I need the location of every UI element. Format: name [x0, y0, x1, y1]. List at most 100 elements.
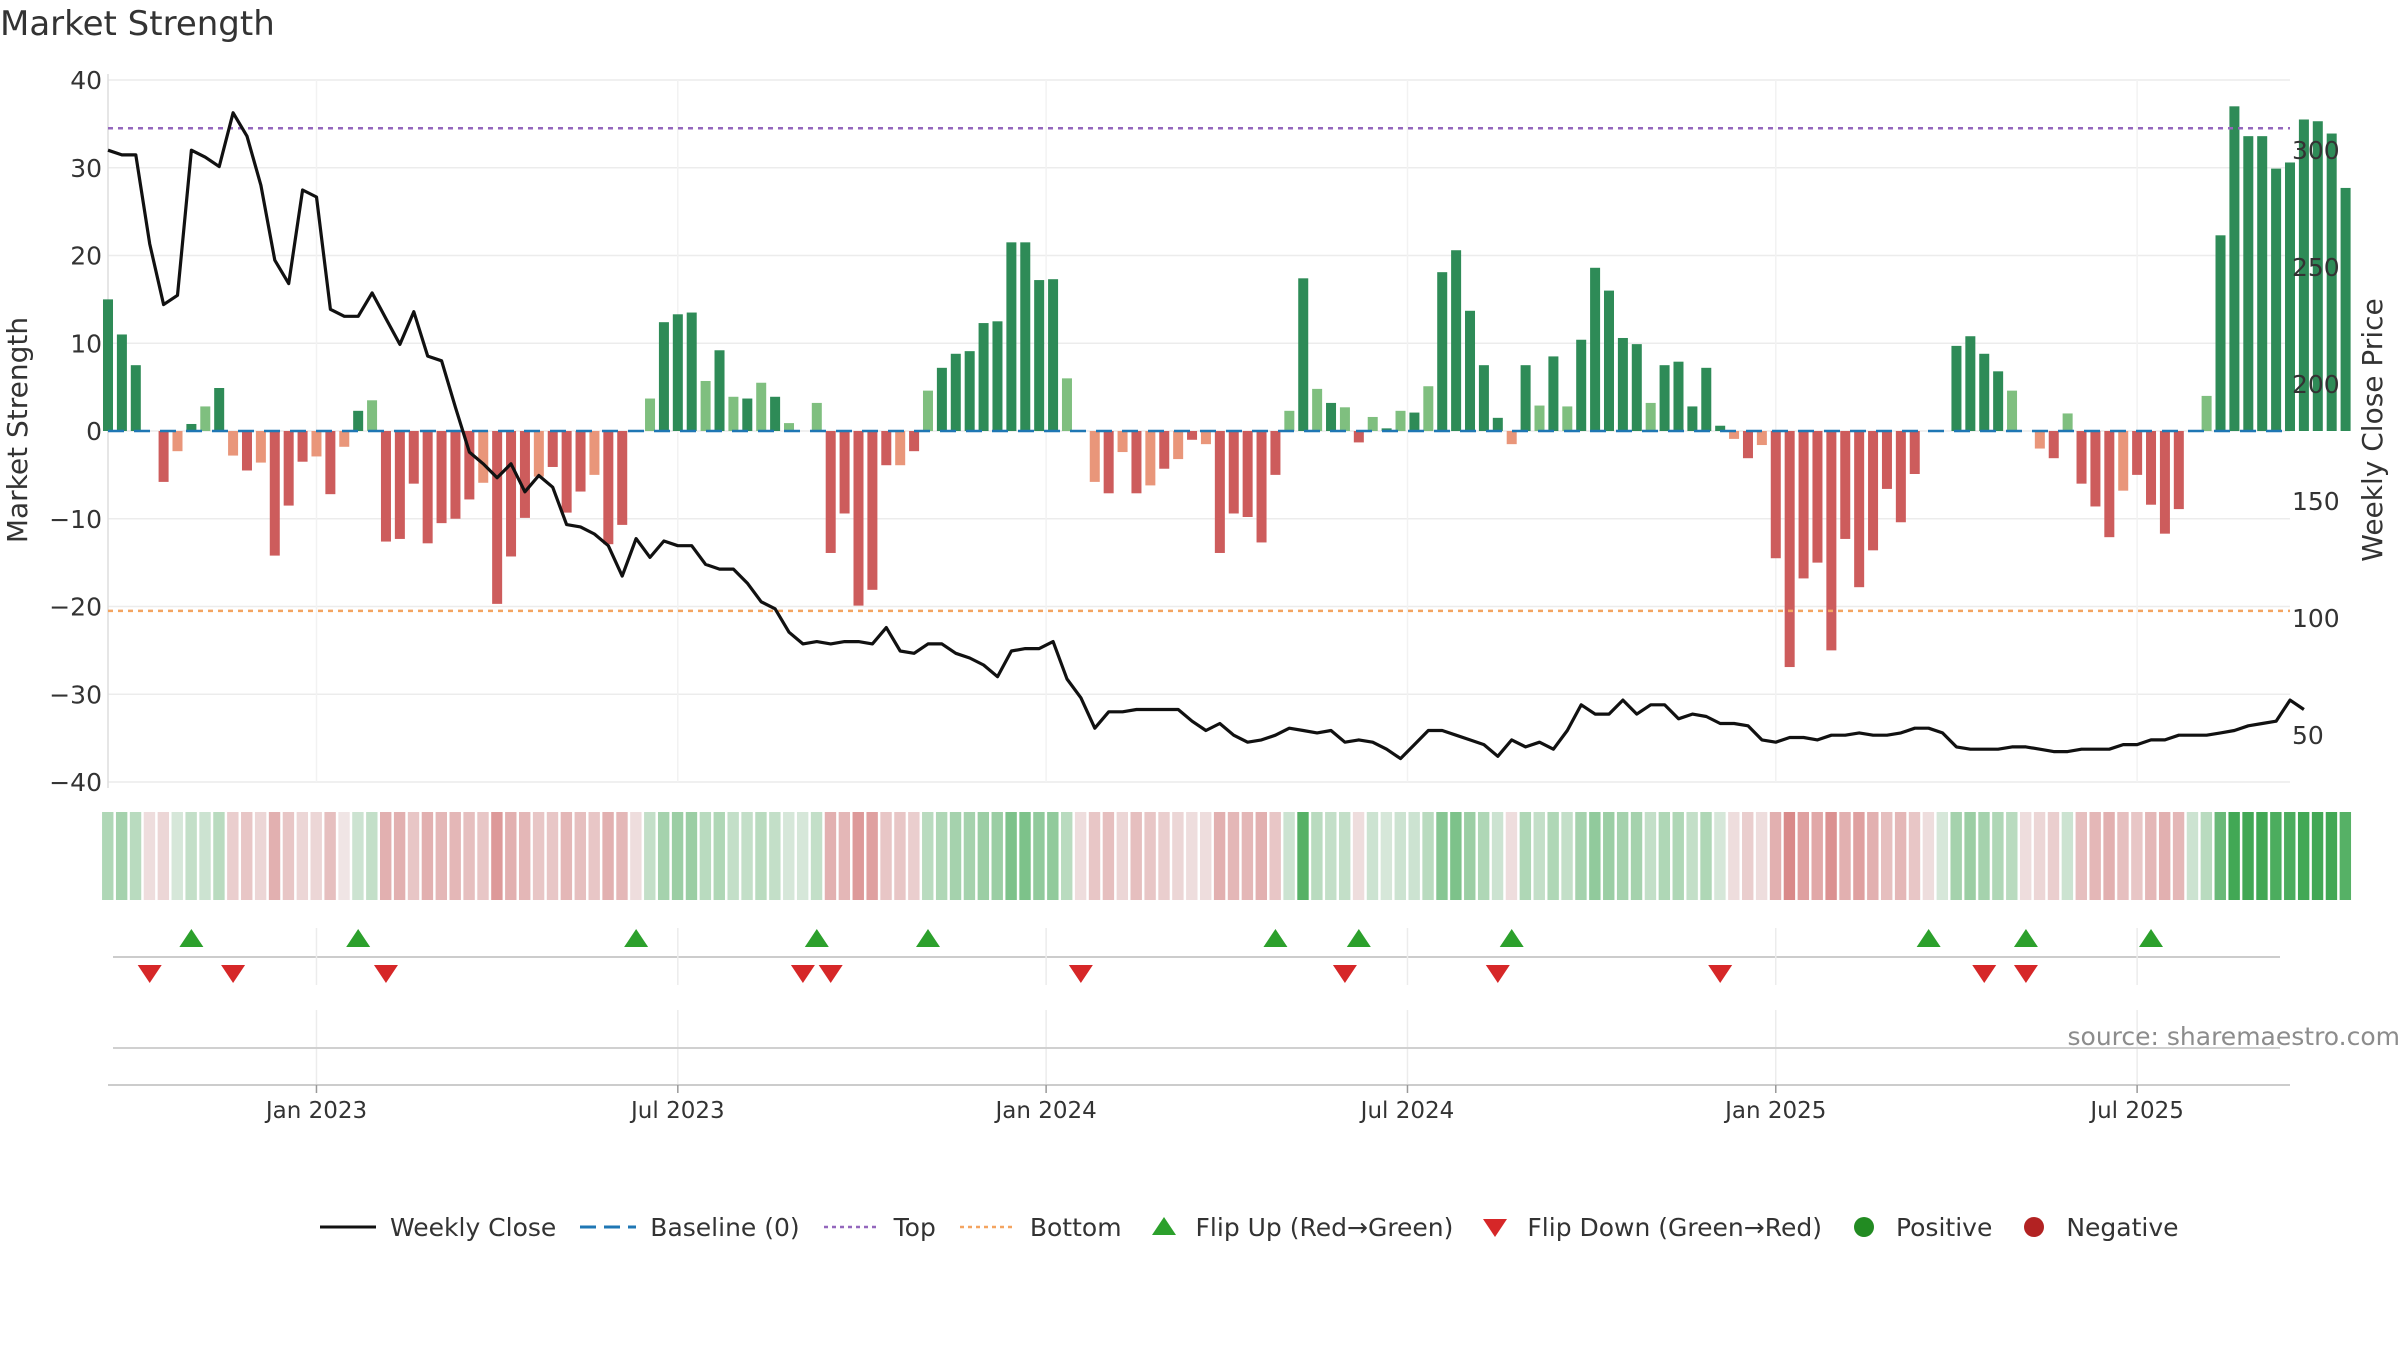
strength-bar	[2312, 121, 2323, 432]
strength-bar	[200, 406, 211, 431]
strength-bar	[1256, 431, 1267, 543]
flip-down-marker	[1972, 965, 1997, 983]
heat-cell	[644, 812, 656, 900]
heat-cell	[1561, 812, 1573, 900]
strength-bar	[1367, 416, 1378, 431]
heat-cell	[185, 812, 197, 900]
strength-bar	[2326, 133, 2337, 431]
strength-bar	[575, 431, 586, 492]
strength-bar	[2284, 162, 2296, 432]
flip-down-marker	[137, 965, 162, 983]
heat-cell	[574, 812, 586, 900]
heat-cell	[1769, 812, 1782, 900]
left-tick-label: −40	[49, 768, 102, 797]
heat-cell	[352, 812, 364, 900]
heat-cell	[2311, 812, 2324, 900]
heat-cell	[755, 812, 767, 900]
heat-cell	[657, 812, 670, 900]
heat-cell	[2131, 812, 2143, 900]
heat-cell	[1325, 812, 1337, 900]
strength-bar	[158, 431, 169, 482]
heat-cell	[1158, 812, 1170, 900]
heat-cell	[1547, 812, 1559, 900]
strength-bar	[1353, 431, 1364, 443]
strength-bar	[2340, 187, 2351, 431]
heat-cell	[518, 812, 531, 900]
strength-bar	[1478, 365, 1489, 431]
heat-cell	[1311, 812, 1323, 900]
heat-cell	[713, 812, 725, 900]
strength-bar	[1715, 425, 1726, 431]
heat-cell	[852, 812, 864, 900]
left-tick-label: 20	[70, 242, 102, 271]
flip-down-marker	[2013, 965, 2038, 983]
right-axis-label: Weekly Close Price	[2356, 298, 2389, 561]
heat-cell	[1144, 812, 1156, 900]
left-tick-label: 10	[70, 329, 102, 358]
x-tick-label: Jul 2023	[629, 1098, 725, 1124]
strength-bar	[1631, 344, 1642, 431]
strength-bars	[102, 106, 2351, 668]
strength-bar	[2146, 431, 2157, 505]
heat-cell	[1616, 812, 1629, 900]
strength-bar	[2201, 395, 2212, 431]
heat-cell	[2047, 812, 2060, 900]
strength-bar	[645, 398, 656, 431]
heat-cell	[1061, 812, 1073, 900]
heat-cell	[783, 812, 795, 900]
heat-cell	[1658, 812, 1671, 900]
heat-cell	[2297, 812, 2310, 900]
heat-cell	[602, 812, 614, 900]
heat-cell	[1422, 812, 1434, 900]
x-tick-label: Jan 2025	[1723, 1098, 1826, 1124]
heat-cell	[1477, 812, 1490, 900]
strength-bar	[1993, 371, 2004, 431]
flip-down-marker	[1068, 965, 1093, 983]
strength-bar	[1423, 386, 1434, 431]
heat-cell	[2172, 812, 2185, 900]
strength-bar	[1659, 365, 1670, 431]
strength-bar	[1617, 337, 1628, 431]
strength-bar	[2104, 431, 2115, 538]
green-dot-icon	[1853, 1217, 1874, 1237]
strength-bar	[714, 350, 725, 431]
strength-bar	[2048, 431, 2059, 459]
heat-cell	[393, 812, 406, 900]
strength-bar	[2007, 390, 2018, 431]
heat-cell	[171, 812, 183, 900]
strength-bar	[478, 431, 489, 483]
legend-label: Bottom	[1029, 1212, 1122, 1242]
bottom-panel	[108, 1010, 2290, 1086]
heat-cell	[1047, 812, 1059, 900]
heat-cell	[1603, 812, 1615, 900]
heat-cell	[1464, 812, 1476, 900]
strength-bar	[1409, 412, 1420, 431]
strength-bar	[1270, 431, 1281, 475]
heat-cell	[880, 812, 892, 900]
left-axis-label: Market Strength	[1, 317, 34, 543]
strength-bar	[1673, 361, 1684, 431]
flip-down-marker	[1332, 965, 1357, 983]
heat-cell	[1950, 812, 1962, 900]
strength-bar	[1506, 431, 1517, 445]
heat-cell	[1839, 812, 1851, 900]
heat-cell	[129, 812, 142, 900]
strength-bar	[936, 367, 947, 431]
heat-cell	[1630, 812, 1643, 900]
strength-bar	[964, 351, 975, 431]
strength-bar	[770, 396, 781, 431]
right-tick-label: 250	[2292, 253, 2340, 282]
strength-bar	[617, 431, 628, 525]
reference-lines	[108, 127, 2290, 613]
legend-positive: Positive	[1844, 1213, 1992, 1242]
red-dot-icon	[2024, 1217, 2045, 1237]
heat-cell	[1908, 812, 1921, 900]
weekly-close-line-group	[107, 111, 2305, 761]
heat-cell	[1436, 812, 1448, 900]
heat-cell	[1575, 812, 1587, 900]
heat-cell	[1491, 812, 1504, 900]
triangle-down-icon	[1483, 1219, 1508, 1237]
strength-heatstrip	[102, 812, 2352, 900]
weekly-close-line	[107, 111, 2305, 761]
